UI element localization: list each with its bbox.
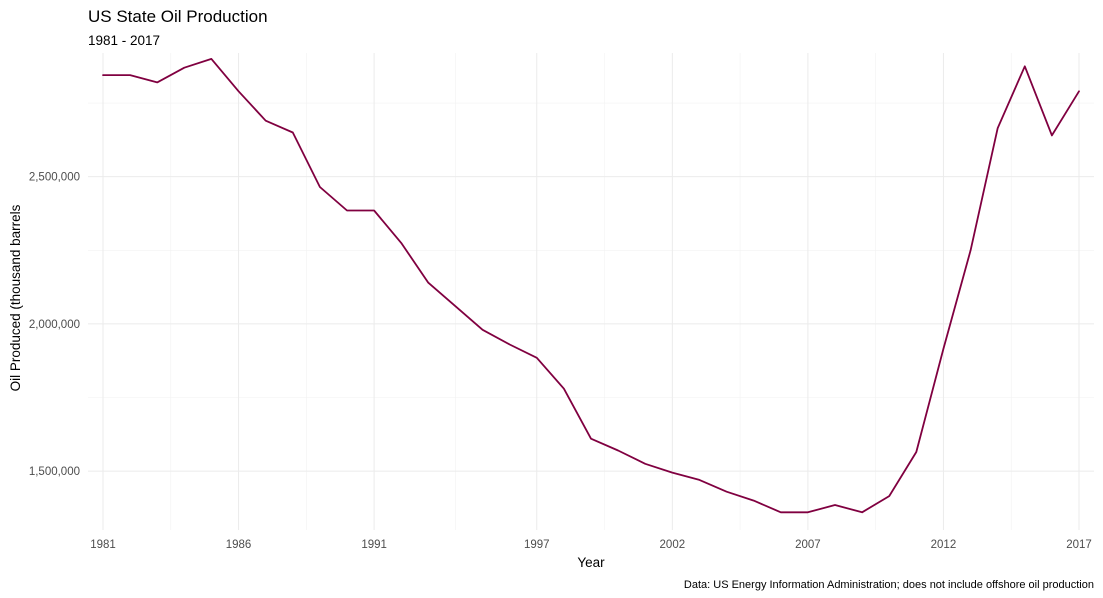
y-tick-label: 2,500,000 (29, 172, 80, 184)
x-tick-label: 1986 (226, 539, 252, 551)
chart-caption: Data: US Energy Information Administrati… (684, 579, 1094, 591)
x-tick-label: 2017 (1066, 539, 1092, 551)
y-axis-label: Oil Produced (thousand barrels (8, 204, 23, 391)
chart-title: US State Oil Production (88, 7, 268, 26)
x-tick-label: 1997 (524, 539, 550, 551)
chart-subtitle: 1981 - 2017 (88, 33, 160, 48)
x-tick-label: 2002 (660, 539, 686, 551)
series-layer (102, 58, 1080, 514)
tick-labels: 1,500,000 2,000,000 2,500,000 1981 1986 1991 1… (29, 172, 1092, 551)
y-tick-label: 1,500,000 (29, 466, 80, 478)
x-tick-label: 1991 (361, 539, 387, 551)
x-tick-label: 2012 (931, 539, 957, 551)
x-axis-label: Year (577, 555, 605, 570)
x-tick-label: 2007 (795, 539, 821, 551)
x-tick-label: 1981 (90, 539, 116, 551)
oil-production-line (102, 58, 1080, 514)
gridlines (88, 53, 1094, 530)
y-tick-label: 2,000,000 (29, 319, 80, 331)
